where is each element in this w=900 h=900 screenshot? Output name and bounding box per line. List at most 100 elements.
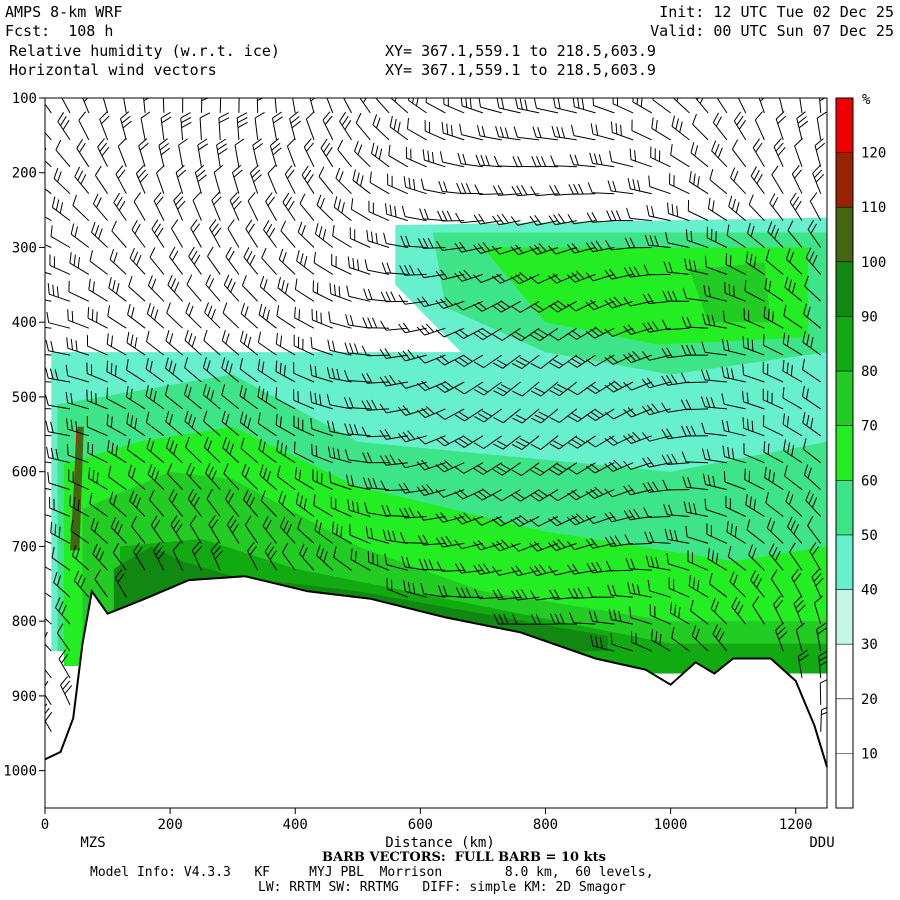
wind-barb-651 <box>649 604 671 625</box>
wind-barb-357 <box>388 144 409 168</box>
wind-barb-559 <box>567 381 596 396</box>
wind-barb-139 <box>153 541 166 571</box>
wind-barb-545 <box>548 539 577 552</box>
wind-barb-598 <box>604 327 634 337</box>
wind-barb-466 <box>473 539 502 551</box>
y-tick-label: 400 <box>12 315 37 331</box>
wind-barb-649 <box>645 555 671 571</box>
wind-barb-336 <box>350 548 371 571</box>
wind-barb-10 <box>45 381 52 383</box>
y-tick-label: 900 <box>12 689 37 705</box>
wind-barb-425 <box>435 460 465 473</box>
wind-barb-355 <box>390 98 409 114</box>
wind-barb-144 <box>173 191 186 221</box>
wind-barb-522 <box>530 462 559 476</box>
wind-barb-94 <box>106 333 127 356</box>
wind-barb-780 <box>791 165 803 194</box>
wind-barb-429 <box>436 561 465 572</box>
wind-barb-112 <box>127 303 146 329</box>
wind-barb-61 <box>68 469 90 491</box>
wind-barb-219 <box>240 302 259 329</box>
wind-barb-15 <box>45 514 52 517</box>
y-tick-label: 100 <box>12 91 37 107</box>
wind-barb-662 <box>661 347 690 359</box>
wind-barb-409 <box>417 534 446 546</box>
left-endpoint-label: MZS <box>80 835 105 851</box>
wind-barb-408 <box>417 510 446 521</box>
wind-barb-294 <box>309 391 333 410</box>
wind-barb-706 <box>700 396 727 410</box>
wind-barb-575 <box>585 272 615 282</box>
wind-barb-476 <box>492 300 521 313</box>
wind-barb-59 <box>66 418 89 437</box>
wind-barb-157 <box>172 541 184 571</box>
wind-barb-199 <box>227 219 240 248</box>
wind-barb-583 <box>585 486 615 499</box>
wind-barb-685 <box>680 399 709 411</box>
wind-barb-360 <box>383 232 408 248</box>
colorbar-label: 10 <box>861 746 878 762</box>
wind-barb-334 <box>347 499 371 517</box>
wind-barb-630 <box>629 606 652 625</box>
wind-barb-1 <box>45 117 52 141</box>
wind-barb-747 <box>742 390 765 410</box>
wind-barb-138 <box>150 515 165 544</box>
wind-barb-80 <box>88 467 108 491</box>
wind-barb-318 <box>333 546 352 571</box>
wind-barb-772 <box>766 517 784 544</box>
wind-barb-494 <box>510 244 540 256</box>
wind-barb-733 <box>727 545 747 571</box>
wind-barb-342 <box>366 229 390 248</box>
wind-barb-427 <box>435 512 465 523</box>
wind-barb-312 <box>326 394 352 410</box>
wind-barb-291 <box>311 308 333 329</box>
wind-barb-556 <box>566 300 596 312</box>
wind-barb-704 <box>701 341 727 356</box>
wind-barb-439 <box>454 327 484 339</box>
wind-barb-258 <box>275 387 296 410</box>
wind-barb-702 <box>703 284 728 302</box>
wind-barb-201 <box>223 274 240 302</box>
wind-barb-117 <box>126 438 146 464</box>
wind-barb-504 <box>510 514 540 527</box>
wind-barb-217 <box>243 247 259 275</box>
wind-barb-116 <box>126 412 146 437</box>
wind-barb-349 <box>361 426 390 438</box>
wind-barb-55 <box>67 309 89 329</box>
wind-barb-812 <box>802 438 822 464</box>
wind-barb-806 <box>804 275 822 302</box>
wind-barb-432 <box>459 123 484 141</box>
wind-barb-483 <box>492 489 521 502</box>
wind-barb-562 <box>567 462 596 475</box>
wind-barb-376 <box>405 146 427 168</box>
wind-barb-319 <box>359 98 371 114</box>
wind-barb-162 <box>192 191 202 221</box>
wind-barb-205 <box>221 384 240 410</box>
wind-barb-490 <box>513 126 540 141</box>
wind-barb-642 <box>642 377 671 389</box>
wind-barb-786 <box>782 332 803 356</box>
wind-barb-589 <box>590 635 615 652</box>
wind-barb-150 <box>165 357 183 383</box>
wind-barb-728 <box>721 419 746 437</box>
wind-barb-819 <box>816 622 827 652</box>
wind-barb-42 <box>53 571 71 598</box>
wind-barb-263 <box>279 516 296 544</box>
wind-barb-235 <box>261 247 277 275</box>
wind-barb-771 <box>765 492 784 517</box>
wind-barb-165 <box>186 274 202 302</box>
wind-barb-99 <box>108 465 127 491</box>
wind-barb-107 <box>135 165 149 194</box>
wind-barb-277 <box>293 415 315 437</box>
wind-barb-146 <box>169 246 184 275</box>
wind-barb-774 <box>770 569 784 598</box>
wind-barb-444 <box>454 462 484 474</box>
wind-barb-237 <box>258 303 277 329</box>
wind-barb-227 <box>244 515 259 544</box>
wind-barb-123 <box>160 111 172 140</box>
wind-barb-669 <box>664 528 690 544</box>
wind-barb-26 <box>55 139 71 168</box>
wind-barb-358 <box>387 173 409 195</box>
wind-barb-805 <box>805 247 822 275</box>
wind-barb-807 <box>803 303 822 329</box>
